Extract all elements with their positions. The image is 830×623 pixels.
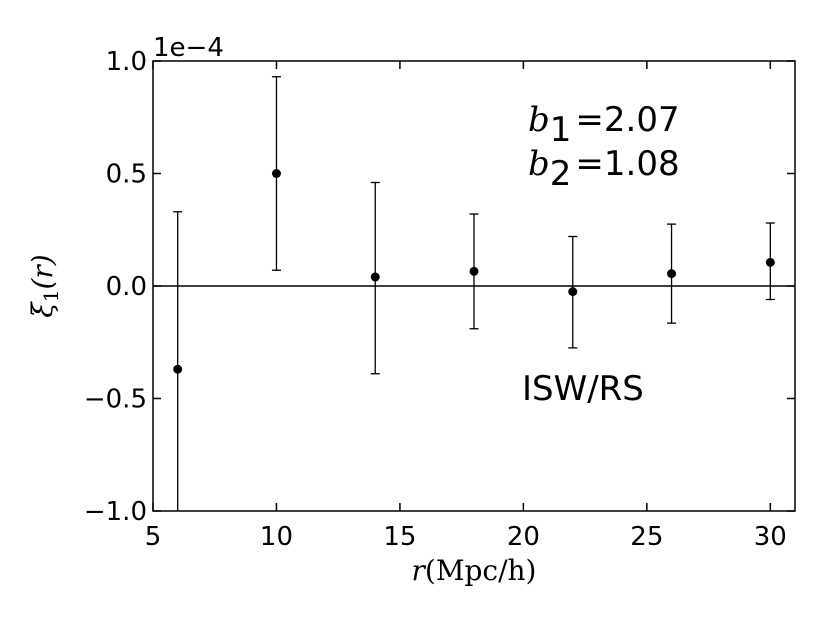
data-point xyxy=(667,269,677,279)
x-tick-label: 5 xyxy=(145,522,162,552)
annotation-isw-rs: ISW/RS xyxy=(522,369,644,409)
x-tick-label: 30 xyxy=(754,522,787,552)
y-multiplier-label: 1e−4 xyxy=(153,33,224,63)
data-points xyxy=(173,169,775,374)
annotation-b1: b1 =2.07 xyxy=(528,100,680,150)
x-tick-label: 15 xyxy=(383,522,416,552)
y-tick-label: 1.0 xyxy=(106,47,147,77)
x-axis-label: r(Mpc/h) xyxy=(412,554,537,587)
x-tick-label: 10 xyxy=(260,522,293,552)
y-axis-label: ξ1(r) xyxy=(26,254,63,317)
annotation-b2: b2 =1.08 xyxy=(528,144,680,194)
x-tick-label: 25 xyxy=(630,522,663,552)
data-point xyxy=(469,266,479,276)
y-ticks: 1.0 0.5 0.0 −0.5 −1.0 xyxy=(84,47,795,527)
data-point xyxy=(765,257,775,267)
data-point xyxy=(568,287,578,297)
y-tick-label: −0.5 xyxy=(84,385,147,415)
x-tick-label: 20 xyxy=(507,522,540,552)
x-ticks: 5 10 15 20 25 30 xyxy=(145,61,787,552)
data-point xyxy=(173,364,183,374)
data-point xyxy=(271,169,281,178)
y-tick-label: 0.5 xyxy=(106,160,147,190)
y-tick-label: −1.0 xyxy=(84,497,147,527)
error-bars xyxy=(173,76,775,511)
data-point xyxy=(370,272,380,282)
y-tick-label: 0.0 xyxy=(106,272,147,302)
